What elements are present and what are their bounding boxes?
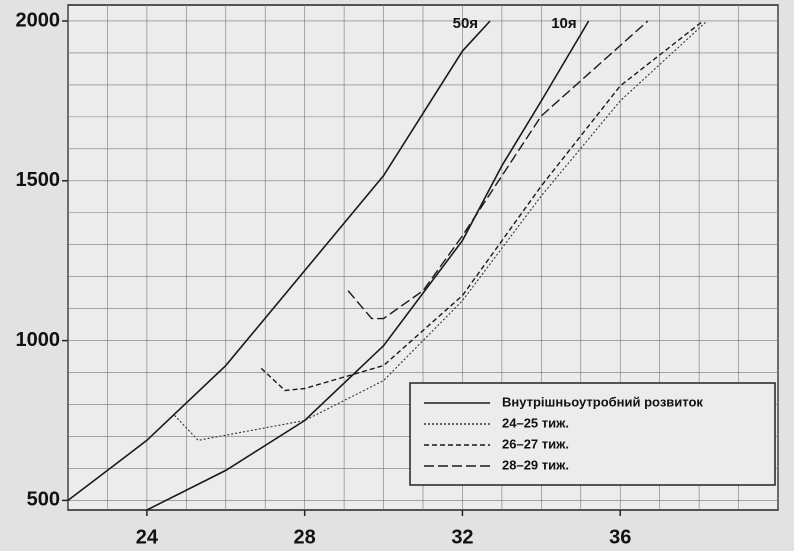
legend-label: 26–27 тиж. (502, 436, 569, 451)
line-series (146, 20, 590, 510)
y-tick-label: 1500 (16, 169, 61, 191)
x-tick-label: 36 (609, 526, 631, 548)
line-series (347, 20, 649, 320)
curve-label: 10я (551, 15, 576, 32)
legend-label: 28–29 тиж. (502, 457, 569, 472)
y-tick-label: 500 (27, 489, 60, 511)
y-tick-label: 2000 (16, 9, 61, 31)
x-tick-label: 24 (136, 526, 159, 548)
x-tick-label: 28 (294, 526, 316, 548)
y-tick-label: 1000 (16, 329, 61, 351)
line-series (68, 20, 491, 502)
line-series (174, 20, 708, 441)
legend-label: 24–25 тиж. (502, 415, 569, 430)
line-series (260, 20, 704, 392)
x-tick-label: 32 (451, 526, 473, 548)
series-group (68, 20, 708, 510)
curve-label: 50я (453, 15, 478, 32)
legend-label: Внутрішньоутробний розвиток (502, 394, 703, 409)
legend-box (409, 382, 776, 486)
